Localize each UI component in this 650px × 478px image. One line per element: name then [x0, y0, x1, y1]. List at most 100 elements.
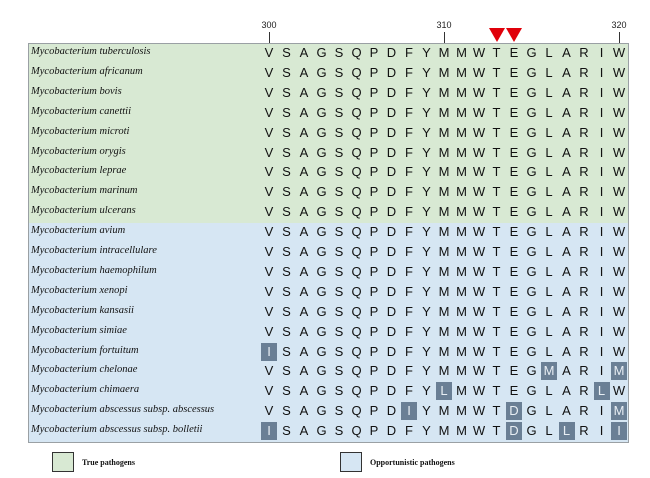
- species-name: Mycobacterium orygis: [31, 145, 126, 157]
- residue: E: [509, 343, 519, 359]
- residue: A: [562, 45, 571, 60]
- residue: M: [456, 363, 467, 379]
- residue: P: [369, 303, 379, 319]
- residue: A: [562, 124, 571, 140]
- alignment-row: Mycobacterium bovis V S A G S Q P D F Y M M W T E G L A R I W: [28, 83, 628, 103]
- residue: Y: [422, 323, 431, 339]
- residue: A: [299, 224, 309, 240]
- residue: I: [599, 64, 604, 80]
- residue: I: [599, 45, 604, 60]
- residue: T: [492, 403, 501, 419]
- residue: D: [386, 84, 397, 100]
- residue: P: [369, 403, 379, 419]
- residue: T: [492, 323, 501, 339]
- species-name: Mycobacterium abscessus subsp. bolletii: [31, 424, 203, 436]
- residue: G: [526, 323, 537, 339]
- residue: F: [405, 283, 413, 299]
- residue: D: [386, 244, 397, 259]
- residue: G: [526, 184, 537, 200]
- residue: A: [562, 403, 571, 419]
- residue: M: [438, 45, 450, 60]
- residue: A: [299, 343, 309, 359]
- residue: Y: [422, 244, 431, 259]
- residue: Q: [351, 283, 362, 299]
- residue: V: [264, 104, 274, 120]
- residue: G: [526, 263, 537, 279]
- alignment-row: Mycobacterium abscessus subsp. bolletii I…: [28, 421, 628, 441]
- residue: Q: [351, 144, 362, 160]
- residue: W: [612, 383, 626, 399]
- residue: Y: [422, 124, 431, 140]
- residue: I: [599, 343, 604, 359]
- residue: W: [472, 45, 486, 60]
- residue: Q: [351, 184, 362, 200]
- residue: G: [316, 363, 327, 379]
- residue: V: [264, 144, 274, 160]
- residue: Q: [351, 403, 362, 419]
- residue: S: [334, 383, 344, 399]
- residue: W: [472, 64, 486, 80]
- residue: V: [264, 403, 274, 419]
- residue: G: [316, 423, 327, 439]
- residue: M: [456, 383, 467, 399]
- residue: R: [579, 184, 589, 200]
- residue: T: [492, 45, 501, 60]
- residue: S: [282, 244, 291, 259]
- residue: Q: [351, 64, 362, 80]
- residue: Q: [351, 45, 362, 60]
- residue: V: [264, 323, 274, 339]
- residue: F: [405, 303, 413, 319]
- residue: F: [405, 164, 413, 180]
- residue: M: [456, 184, 467, 200]
- residue: G: [316, 204, 327, 220]
- residue: G: [526, 363, 537, 379]
- residue: M: [438, 184, 450, 200]
- residue: L: [545, 144, 553, 160]
- residue: W: [612, 323, 626, 339]
- residue: T: [492, 164, 501, 180]
- residue: W: [612, 184, 626, 200]
- species-name: Mycobacterium intracellulare: [31, 245, 157, 256]
- residue: W: [472, 224, 486, 240]
- residue: G: [526, 244, 537, 259]
- residue: R: [579, 45, 589, 60]
- residue: G: [526, 84, 537, 100]
- residue: D: [386, 45, 397, 60]
- residue: V: [264, 303, 274, 319]
- residue: S: [334, 104, 344, 120]
- residue: M: [438, 164, 450, 180]
- residue: D: [386, 323, 397, 339]
- residue: T: [492, 343, 501, 359]
- residue: R: [579, 403, 589, 419]
- residue: S: [334, 84, 344, 100]
- residue: R: [579, 283, 589, 299]
- residue: E: [509, 64, 519, 80]
- residue: R: [579, 84, 589, 100]
- alignment-row: Mycobacterium microti V S A G S Q P D F Y M M W T E G L A R…: [28, 123, 628, 143]
- residue: T: [492, 363, 501, 379]
- residue: Q: [351, 343, 362, 359]
- residue: P: [369, 184, 379, 200]
- substitution-residue: I: [611, 422, 627, 441]
- species-name: Mycobacterium marinum: [31, 185, 138, 197]
- ruler-tick-320: [619, 32, 620, 43]
- residue: W: [612, 343, 626, 359]
- residue: P: [369, 104, 379, 120]
- residue: G: [316, 263, 327, 279]
- residue: W: [612, 144, 626, 160]
- residue: M: [438, 64, 450, 80]
- residue: L: [545, 303, 553, 319]
- residue: V: [264, 45, 274, 60]
- ruler-tick-300: [269, 32, 270, 43]
- residue: M: [438, 124, 450, 140]
- residue: A: [299, 144, 309, 160]
- residue: F: [405, 383, 413, 399]
- residue: F: [405, 423, 413, 439]
- residue: Y: [422, 403, 431, 419]
- residue: A: [299, 104, 309, 120]
- alignment-row: Mycobacterium tuberculosis V S A G S Q P D F Y M M W T…: [28, 43, 628, 63]
- residue: E: [509, 283, 519, 299]
- species-name: Mycobacterium kansasii: [31, 304, 134, 316]
- residue: E: [509, 184, 519, 200]
- residue: L: [545, 84, 553, 100]
